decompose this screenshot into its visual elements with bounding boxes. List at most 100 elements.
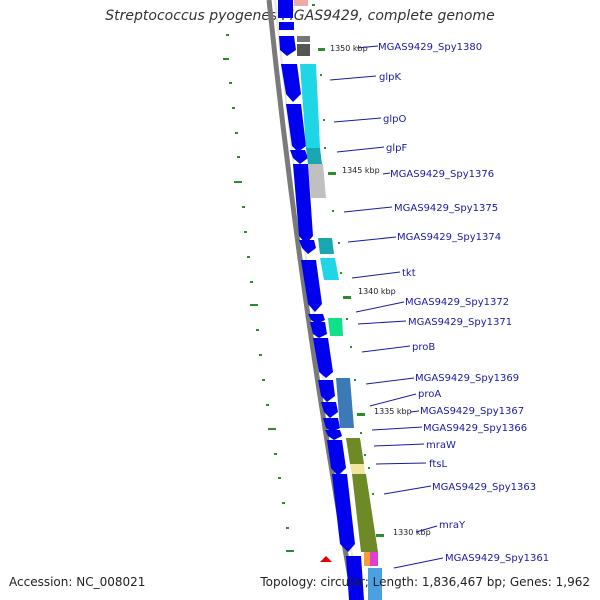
marker <box>360 432 362 434</box>
dot <box>229 82 232 84</box>
cog-block <box>320 258 339 280</box>
cog-block <box>300 64 320 148</box>
kbp-label: 1335 kbp <box>374 407 412 416</box>
leader-line <box>347 236 397 243</box>
map-title: Streptococcus pyogenes MGAS9429, complet… <box>105 8 495 24</box>
cds-arrow <box>299 240 316 254</box>
leader-line <box>361 345 411 353</box>
dot <box>242 206 245 208</box>
marker <box>354 379 356 381</box>
dot <box>278 477 281 479</box>
leader-line <box>382 172 391 175</box>
leader-line <box>355 301 405 313</box>
cog-block <box>297 36 310 42</box>
cog-block <box>294 0 308 6</box>
dot <box>286 527 289 529</box>
marker <box>318 48 325 51</box>
dot <box>259 354 262 356</box>
marker <box>338 242 340 244</box>
cog-strand <box>294 0 382 600</box>
leader-line <box>375 462 427 465</box>
cog-block <box>364 552 374 566</box>
dot <box>232 107 235 109</box>
kbp-label: 1345 kbp <box>342 166 380 175</box>
cds-arrow <box>323 418 340 432</box>
leader-lines <box>329 45 444 569</box>
gene-label: MGAS9429_Spy1369 <box>415 373 519 384</box>
cds-block <box>278 0 293 18</box>
dot <box>282 502 285 504</box>
dot <box>250 281 253 283</box>
cds-strand <box>278 0 364 600</box>
dot <box>235 132 238 134</box>
cog-block <box>346 438 364 464</box>
marker <box>340 272 342 274</box>
gene-label: MGAS9429_Spy1361 <box>445 553 549 564</box>
cds-arrow <box>327 440 346 476</box>
cds-arrow <box>301 260 322 312</box>
dot <box>223 58 229 60</box>
gene-label: tkt <box>402 268 416 279</box>
gene-label: MGAS9429_Spy1366 <box>423 423 527 434</box>
cds-arrow <box>293 164 313 244</box>
marker <box>324 147 326 149</box>
dot <box>312 4 315 6</box>
dot <box>234 181 242 183</box>
gene-label: glpF <box>386 143 407 154</box>
gene-label: MGAS9429_Spy1380 <box>378 42 482 53</box>
marker <box>357 413 365 416</box>
cds-arrow <box>325 430 342 440</box>
cds-arrow <box>290 150 308 164</box>
leader-line <box>336 146 385 153</box>
cog-block <box>350 464 365 474</box>
leader-line <box>351 271 401 279</box>
gene-label: MGAS9429_Spy1376 <box>390 169 494 180</box>
dot <box>256 329 259 331</box>
leader-line <box>369 393 417 407</box>
gene-label: MGAS9429_Spy1375 <box>394 203 498 214</box>
gene-label: glpO <box>383 114 406 125</box>
dot <box>226 34 229 36</box>
cds-arrow <box>321 402 338 418</box>
dot <box>266 404 269 406</box>
cog-block <box>318 238 334 254</box>
marker <box>346 318 348 320</box>
kbp-label: 1340 kbp <box>358 287 396 296</box>
cds-block <box>279 22 294 30</box>
gene-label: mraY <box>439 520 466 531</box>
dot <box>244 231 247 233</box>
feature-markers <box>318 48 384 537</box>
cog-block <box>297 44 310 56</box>
cog-block <box>308 164 326 198</box>
marker <box>376 534 384 537</box>
marker <box>350 346 352 348</box>
gene-label: MGAS9429_Spy1372 <box>405 297 509 308</box>
dot <box>262 379 265 381</box>
gene-label: proA <box>418 389 441 400</box>
leader-line <box>365 377 415 385</box>
cog-block <box>328 318 343 336</box>
cds-arrow <box>318 380 335 402</box>
accession-text: Accession: NC_008021 <box>9 575 146 589</box>
gene-label: MGAS9429_Spy1363 <box>432 482 536 493</box>
cds-arrow <box>286 104 306 152</box>
dot <box>247 256 250 258</box>
cds-arrow <box>313 338 333 378</box>
leader-line <box>356 45 379 49</box>
cds-arrow <box>279 36 296 56</box>
gc-dots <box>223 4 315 552</box>
cds-arrow <box>308 314 325 324</box>
gene-label: ftsL <box>429 459 447 470</box>
leader-line <box>329 75 377 81</box>
leader-line <box>357 320 407 325</box>
cds-arrow <box>310 322 327 338</box>
marker <box>343 296 351 299</box>
leader-line <box>409 410 420 413</box>
marker <box>323 119 325 121</box>
cds-arrow <box>281 64 301 102</box>
dot <box>286 550 294 552</box>
gene-label: MGAS9429_Spy1371 <box>408 317 512 328</box>
dot <box>250 304 258 306</box>
cog-block <box>306 148 322 164</box>
